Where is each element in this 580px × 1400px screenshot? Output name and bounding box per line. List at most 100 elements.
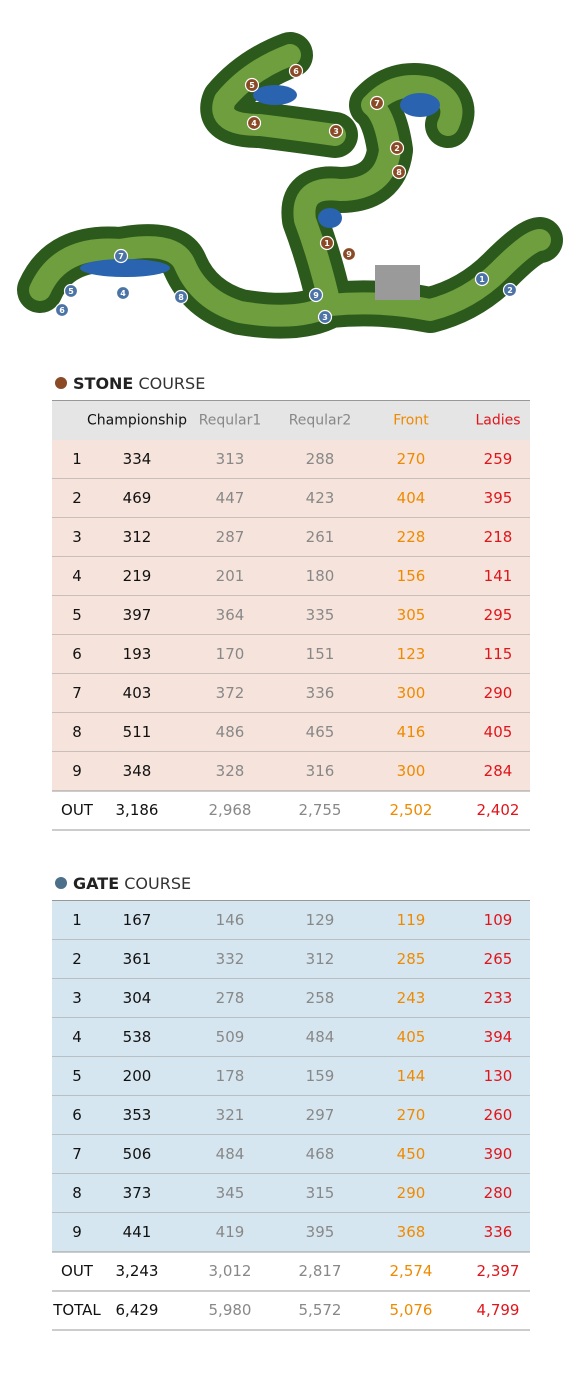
table-cell: 285 [397,950,426,968]
hole-marker [328,123,344,139]
table-cell: 3,243 [116,1262,159,1280]
hole-marker-label: 1 [324,239,330,248]
table-cell: 270 [397,450,426,468]
hole-marker [308,287,324,303]
table-cell: 7 [72,684,82,702]
table-cell: 159 [306,1067,335,1085]
hole-marker-label: 2 [394,144,400,153]
table-cell: 156 [397,567,426,585]
hole-row [52,518,530,557]
hole-row [52,1213,530,1252]
table-cell: 416 [397,723,426,741]
hole-row [52,1135,530,1174]
hole-row [52,635,530,674]
hole-marker-label: 9 [346,250,352,259]
column-header: Championship [87,413,187,429]
table-cell: 511 [123,723,152,741]
table-cell: 6 [72,645,82,663]
table-cell: 509 [216,1028,245,1046]
table-cell: 538 [123,1028,152,1046]
hole-marker [115,285,131,301]
hole-marker-label: 8 [396,168,402,177]
table-cell: 115 [484,645,513,663]
hole-marker-label: 3 [333,127,339,136]
table-cell: 405 [484,723,513,741]
table-cell: 2,574 [390,1262,433,1280]
table-cell: 465 [306,723,335,741]
section-title-rest: COURSE [138,374,205,393]
table-cell: 151 [306,645,335,663]
table-cell: 313 [216,450,245,468]
table-cell: 233 [484,989,513,1007]
table-cell: 284 [484,762,513,780]
column-header: Front [393,413,429,429]
hole-marker-label: 2 [507,286,513,295]
hole-row [52,752,530,791]
table-cell: 2,402 [477,801,520,819]
table-cell: 328 [216,762,245,780]
table-cell: 258 [306,989,335,1007]
table-cell: 403 [123,684,152,702]
table-cell: 441 [123,1223,152,1241]
table-cell: 2 [72,950,82,968]
hole-marker [474,271,490,287]
table-cell: 334 [123,450,152,468]
hole-row [52,479,530,518]
column-header: Reqular2 [289,413,352,429]
table-cell: 193 [123,645,152,663]
table-cell: 336 [306,684,335,702]
table-cell: 3 [72,989,82,1007]
table-cell: 5,572 [299,1301,342,1319]
table-cell: 321 [216,1106,245,1124]
table-cell: 6 [72,1106,82,1124]
table-cell: 390 [484,1145,513,1163]
table-cell: 486 [216,723,245,741]
hole-marker [173,289,189,305]
section-title-bold: GATE [73,874,119,893]
table-cell: 3,186 [116,801,159,819]
table-cell: 368 [397,1223,426,1241]
table-cell: 290 [397,1184,426,1202]
table-cell: 332 [216,950,245,968]
hole-marker-label: 9 [313,291,319,300]
table-cell: 201 [216,567,245,585]
hole-marker [244,77,260,93]
hole-marker [288,63,304,79]
table-cell: 259 [484,450,513,468]
table-cell: 260 [484,1106,513,1124]
hole-marker-label: 6 [59,306,65,315]
table-cell: 348 [123,762,152,780]
table-cell: 228 [397,528,426,546]
table-cell: 335 [306,606,335,624]
hole-row [52,1057,530,1096]
table-cell: 312 [306,950,335,968]
table-cell: 1 [72,911,82,929]
table-cell: 423 [306,489,335,507]
table-cell: 312 [123,528,152,546]
hole-marker-label: 7 [374,99,380,108]
table-cell: 129 [306,911,335,929]
hole-marker [113,248,129,264]
table-cell: 373 [123,1184,152,1202]
column-header: Reqular1 [199,413,262,429]
table-cell: OUT [61,801,94,819]
hole-marker-label: 4 [251,119,257,128]
table-cell: 8 [72,1184,82,1202]
table-cell: 4 [72,567,82,585]
hole-marker [317,309,333,325]
table-cell: 468 [306,1145,335,1163]
table-cell: 364 [216,606,245,624]
table-cell: 394 [484,1028,513,1046]
hole-marker [63,283,79,299]
section-title: STONE COURSE [73,374,205,393]
table-cell: 447 [216,489,245,507]
table-cell: 469 [123,489,152,507]
table-cell: 397 [123,606,152,624]
hole-marker-label: 5 [68,287,74,296]
hole-marker [391,164,407,180]
table-cell: 280 [484,1184,513,1202]
table-cell: TOTAL [52,1301,101,1319]
table-cell: 178 [216,1067,245,1085]
table-cell: 1 [72,450,82,468]
table-cell: 297 [306,1106,335,1124]
